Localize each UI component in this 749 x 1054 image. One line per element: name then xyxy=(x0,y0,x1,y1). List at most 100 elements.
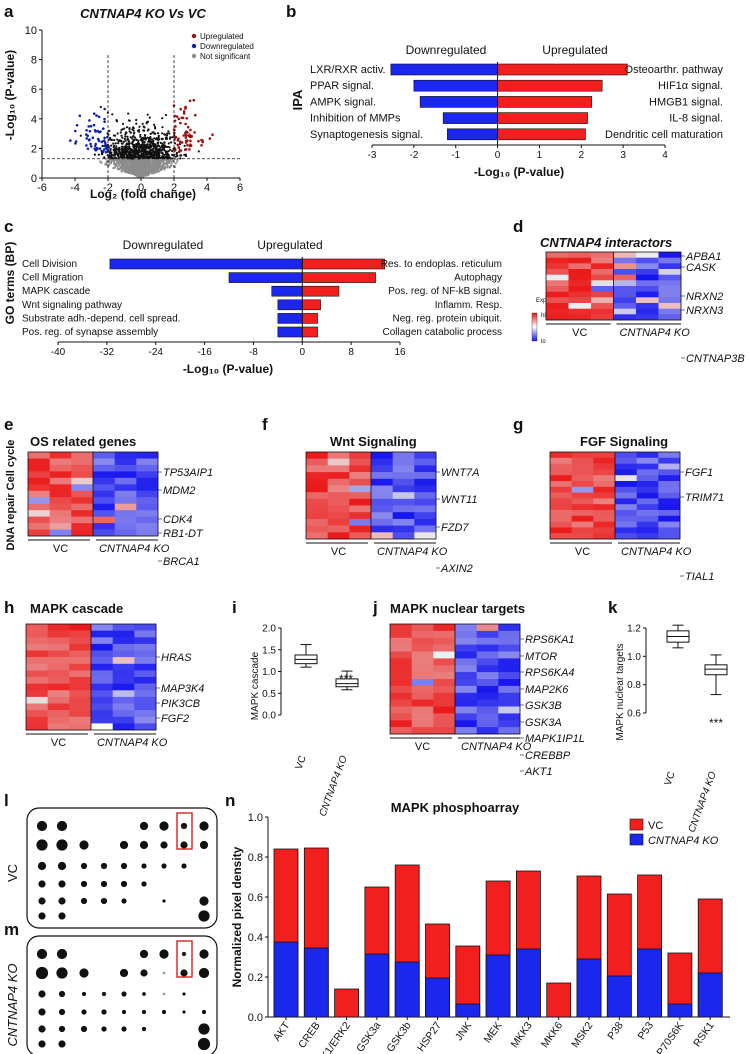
volcano-point-ns xyxy=(149,155,153,158)
legend-dot-down xyxy=(191,43,197,49)
ipa-label-down: Inhibition of MMPs xyxy=(310,113,401,125)
volcano-point-ns xyxy=(157,136,160,139)
fgf-cell xyxy=(593,527,616,534)
volcano-point-ns xyxy=(140,172,143,175)
ipa-label-up: HIF1α signal. xyxy=(658,80,723,92)
blot-spot xyxy=(141,881,147,887)
volcano-point-down xyxy=(103,139,106,142)
mapk-nuclear-cell xyxy=(411,651,434,659)
mapk-nuclear-cell xyxy=(476,685,499,694)
mapk-nuclear-cell xyxy=(411,720,434,728)
wnt-cell xyxy=(414,472,437,480)
go-bar-down xyxy=(109,258,303,270)
os-cell xyxy=(136,471,159,479)
volcano-point-ns xyxy=(131,135,135,138)
mapk-cascade-cell xyxy=(47,690,70,698)
mapk-nuclear-cell xyxy=(455,699,477,707)
phospho-legend-vc-label: VC xyxy=(648,820,663,832)
wnt-cell xyxy=(349,452,372,459)
phospho-x-tick-label: CREB xyxy=(296,1020,323,1051)
volcano-point-down xyxy=(94,130,97,133)
blot-spot xyxy=(58,912,66,920)
volcano-point-down xyxy=(104,141,107,145)
volcano-point-down xyxy=(104,150,108,154)
go-x-tick-label: -8 xyxy=(249,347,258,358)
fgf-cell xyxy=(615,486,637,493)
interactors-cell xyxy=(613,291,637,298)
fgf-cell xyxy=(593,475,616,482)
volcano-point-ns xyxy=(171,153,174,156)
blot-spot xyxy=(197,1037,211,1051)
mapk-cascade-gene-label: FGF2 xyxy=(161,713,189,725)
fgf-cell xyxy=(615,498,637,505)
go-x-tick-label: -32 xyxy=(100,347,115,358)
panel-letter-a: a xyxy=(4,2,14,21)
fgf-cell xyxy=(571,486,594,493)
mapk-nuclear-cell xyxy=(455,713,477,721)
fgf-cell xyxy=(571,463,594,470)
panel-letter-j: j xyxy=(372,598,378,617)
volcano-point-ns xyxy=(112,166,115,170)
mapk-nuclear-cell xyxy=(476,706,499,714)
go-bar-down xyxy=(277,313,303,324)
panel-letter-l: l xyxy=(4,791,9,810)
os-gene-label: BRCA1 xyxy=(163,556,200,568)
interactors-cell xyxy=(658,274,682,281)
blot-spot xyxy=(198,967,210,979)
volcano-point-ns xyxy=(120,147,123,151)
mapk-cascade-cell xyxy=(26,723,48,731)
mapk-cascade-cell xyxy=(47,670,70,678)
blot-highlight-box xyxy=(176,940,193,978)
mapk-cascade-cell xyxy=(69,677,92,684)
blot-spot xyxy=(120,880,128,888)
volcano-point-ns xyxy=(120,142,123,145)
mapk-cascade-cell xyxy=(26,663,48,671)
os-cell xyxy=(136,458,159,466)
blot-spot xyxy=(199,840,209,850)
volcano-point-ns xyxy=(124,135,127,138)
blot-spot xyxy=(100,862,108,870)
wnt-cell xyxy=(349,498,372,506)
mapk-nuclear-cell xyxy=(411,637,434,645)
mapk-cascade-cell xyxy=(91,624,113,631)
blot-spot xyxy=(120,862,128,870)
mapk-nuclear-gene-label: GSK3A xyxy=(525,717,562,729)
os-cell xyxy=(136,497,159,504)
volcano-point-up xyxy=(179,121,182,125)
volcano-point-ns xyxy=(178,143,181,146)
volcano-point-ns xyxy=(163,141,166,144)
phospho-bar-ko xyxy=(303,947,329,1018)
blot-vc: VC xyxy=(5,807,218,929)
volcano-point-ns xyxy=(136,165,139,168)
fgf-cell xyxy=(615,504,637,511)
wnt-cell xyxy=(392,505,415,513)
os-cell xyxy=(114,490,137,498)
interactors-title: CNTNAP4 interactors xyxy=(540,235,672,250)
fgf-cell xyxy=(593,469,616,476)
os-cell xyxy=(49,477,72,485)
mapk-cascade-gene-label: HRAS xyxy=(161,652,192,664)
mapk-cascade-cell xyxy=(112,710,135,717)
volcano-point-ns xyxy=(126,166,129,169)
mapk-nuclear-cell xyxy=(390,630,412,639)
blot-spot xyxy=(81,1009,87,1015)
go-label-up: Collagen catabolic process xyxy=(382,327,502,338)
mapk-cascade-cell xyxy=(26,703,48,711)
volcano-point-ns xyxy=(157,152,161,155)
volcano-point-ns xyxy=(135,172,138,175)
wnt-cell xyxy=(349,478,372,486)
wnt-cell xyxy=(414,492,437,500)
volcano-point-ns xyxy=(151,165,154,168)
wnt-cell xyxy=(392,492,415,500)
interactors-cell xyxy=(568,314,592,321)
volcano-point-ns xyxy=(142,143,145,146)
go-bar-down xyxy=(277,299,303,311)
phospho-y-tick-label: 0.2 xyxy=(248,972,263,984)
volcano-point-ns xyxy=(174,155,177,158)
volcano-point-up xyxy=(172,128,176,131)
wnt-cell xyxy=(371,512,393,520)
volcano-point-ns xyxy=(113,147,117,151)
volcano-point-down xyxy=(69,139,72,142)
volcano-point-ns xyxy=(119,159,122,163)
